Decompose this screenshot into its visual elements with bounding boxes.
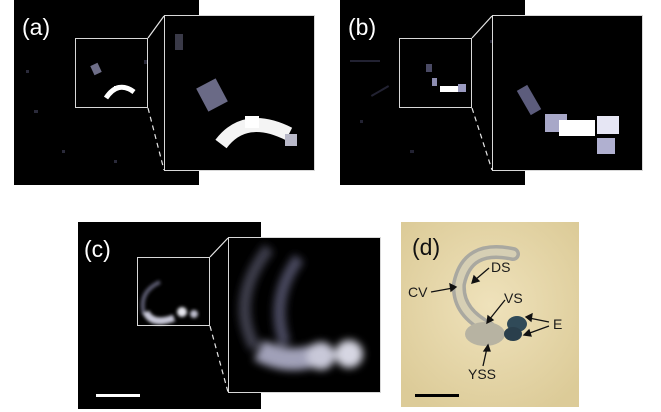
panel-b-label: (b) [348,14,377,40]
panel-c-roi-box [137,257,210,326]
annotation-yss: YSS [468,366,497,382]
panel-c-image [140,280,198,325]
panel-b-roi-box [399,38,472,108]
panel-b-zoom-image [516,84,619,154]
annotation-e: E [553,316,563,332]
panel-b-zoom-inset [492,15,643,171]
panel-d-embryo-photo [401,222,579,407]
panel-a-roi-box [75,38,148,108]
scale-bar [96,394,140,397]
annotation-vs: VS [504,290,523,306]
panel-a-zoom-inset [164,15,315,171]
panel-b-image [350,40,493,153]
panel-a-zoom-image [175,34,297,149]
panel-d-label: (d) [412,234,441,260]
panel-c-zoom-image [238,244,363,371]
panel-a-label: (a) [22,14,51,40]
scale-bar [415,394,459,397]
annotation-ds: DS [491,259,511,275]
panel-c-label: (c) [84,236,111,262]
panel-c-zoom-inset [228,237,381,393]
annotation-cv: CV [408,284,428,300]
panel-d [401,222,579,407]
